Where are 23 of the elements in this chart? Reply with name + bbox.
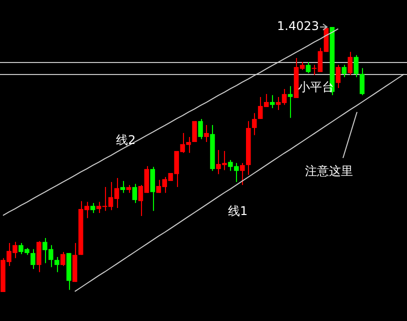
annotation: 1.4023 (277, 19, 319, 33)
candlestick (288, 86, 293, 118)
candlestick (204, 124, 209, 143)
candlestick (354, 54, 359, 78)
candlestick (360, 68, 365, 96)
candlestick (60, 251, 66, 267)
candlestick (198, 118, 203, 140)
series-label: 线2 (116, 133, 136, 147)
candlestick (336, 64, 341, 88)
candlestick (150, 166, 156, 212)
candlestick (36, 240, 42, 273)
candlestick (252, 112, 257, 136)
candlestick (54, 256, 60, 273)
candlestick (348, 51, 353, 76)
series-label: 线1 (228, 204, 248, 218)
candlestick (120, 180, 126, 194)
candlestick (240, 162, 245, 186)
candlestick (132, 183, 138, 204)
annotation: 注意这里 (305, 164, 353, 178)
candlestick (270, 94, 275, 109)
candlestick (342, 64, 347, 78)
candlestick (306, 61, 311, 74)
candlestick (30, 248, 36, 270)
